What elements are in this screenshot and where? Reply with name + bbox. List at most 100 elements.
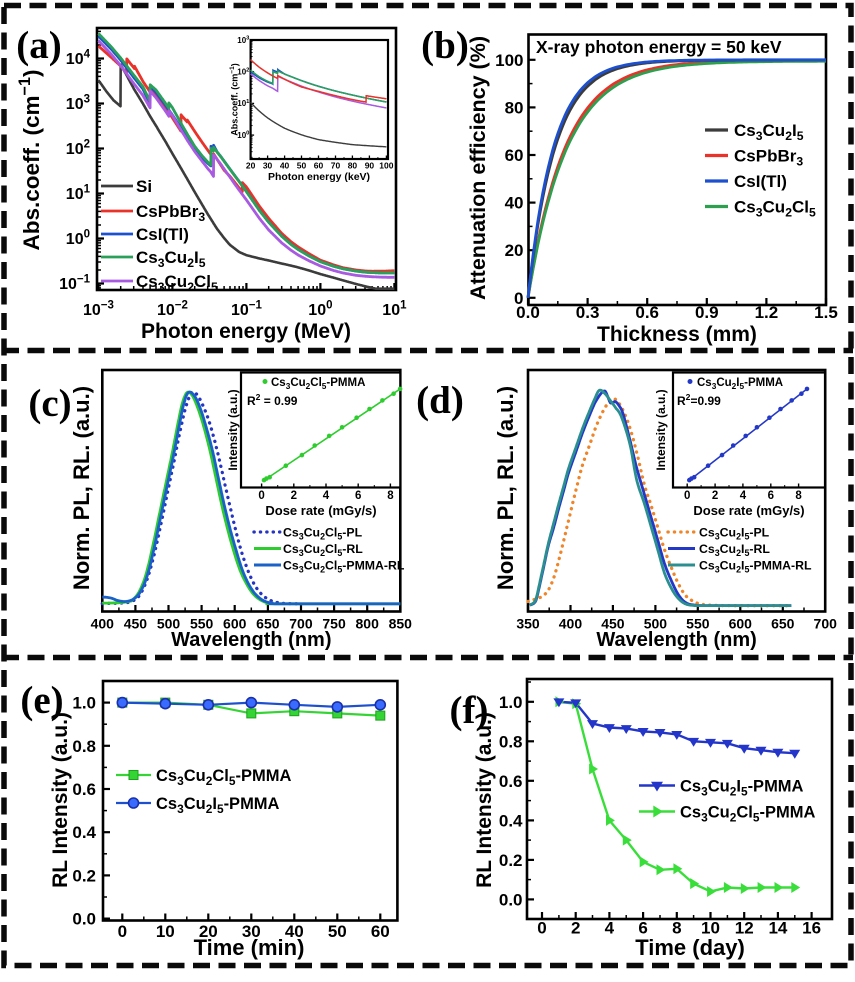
svg-text:Time (min): Time (min) — [194, 935, 305, 960]
svg-text:90: 90 — [365, 161, 375, 171]
svg-text:Cs3Cu2I5-PMMA: Cs3Cu2I5-PMMA — [156, 795, 280, 816]
svg-text:CsPbBr3: CsPbBr3 — [136, 202, 205, 224]
svg-text:650: 650 — [256, 616, 280, 632]
svg-text:Cs3Cu2I5-PL: Cs3Cu2I5-PL — [699, 526, 770, 542]
svg-text:0.4: 0.4 — [499, 811, 523, 830]
svg-text:Cs3Cu2I5-PMMA: Cs3Cu2I5-PMMA — [680, 778, 804, 799]
svg-text:RL Intensity (a.u.): RL Intensity (a.u.) — [49, 712, 72, 888]
svg-text:Dose rate (mGy/s): Dose rate (mGy/s) — [265, 503, 376, 518]
svg-text:0: 0 — [537, 919, 546, 938]
svg-text:2: 2 — [291, 490, 297, 502]
svg-text:(f): (f) — [450, 689, 489, 732]
svg-text:0.2: 0.2 — [72, 866, 96, 885]
svg-text:400: 400 — [91, 616, 115, 632]
svg-text:Cs3Cu2Cl5-PMMA: Cs3Cu2Cl5-PMMA — [156, 767, 291, 788]
svg-text:2: 2 — [571, 919, 580, 938]
svg-text:30: 30 — [263, 161, 273, 171]
svg-text:10: 10 — [156, 922, 175, 941]
svg-text:0.3: 0.3 — [576, 303, 600, 322]
svg-text:Attenuation efficiency (%): Attenuation efficiency (%) — [466, 36, 490, 300]
svg-text:0.9: 0.9 — [695, 303, 719, 322]
svg-text:(a): (a) — [16, 24, 61, 67]
svg-text:CsI(Tl): CsI(Tl) — [734, 172, 787, 191]
svg-text:100: 100 — [495, 51, 523, 70]
svg-text:CsI(Tl): CsI(Tl) — [136, 225, 189, 244]
svg-text:(b): (b) — [421, 24, 469, 67]
svg-text:Cs3Cu2Cl5-RL: Cs3Cu2Cl5-RL — [283, 542, 363, 558]
svg-text:350: 350 — [516, 616, 540, 632]
svg-text:1.5: 1.5 — [814, 303, 838, 322]
svg-text:50: 50 — [297, 161, 307, 171]
svg-text:60: 60 — [371, 922, 390, 941]
svg-text:Thickness (mm): Thickness (mm) — [597, 323, 757, 346]
svg-text:500: 500 — [157, 616, 181, 632]
svg-text:Cs3Cu2Cl5-PMMA: Cs3Cu2Cl5-PMMA — [680, 804, 815, 825]
svg-text:500: 500 — [644, 616, 668, 632]
svg-text:450: 450 — [601, 616, 625, 632]
svg-text:60: 60 — [314, 161, 324, 171]
svg-text:0.4: 0.4 — [72, 823, 96, 842]
svg-text:400: 400 — [559, 616, 583, 632]
svg-text:80: 80 — [505, 98, 524, 117]
svg-text:650: 650 — [771, 616, 795, 632]
svg-text:8: 8 — [387, 490, 394, 502]
svg-text:Cs3Cu2Cl5: Cs3Cu2Cl5 — [734, 198, 816, 220]
svg-text:4: 4 — [740, 490, 747, 502]
svg-text:40: 40 — [280, 161, 290, 171]
svg-text:40: 40 — [285, 922, 304, 941]
svg-text:0.2: 0.2 — [499, 851, 523, 870]
svg-text:100: 100 — [379, 161, 393, 171]
svg-text:8: 8 — [672, 919, 681, 938]
svg-text:850: 850 — [389, 616, 413, 632]
svg-text:0: 0 — [684, 490, 690, 502]
svg-text:0.0: 0.0 — [499, 890, 523, 909]
svg-text:40: 40 — [505, 194, 524, 213]
svg-text:800: 800 — [356, 616, 380, 632]
svg-text:Cs3Cu2I5-PMMA-RL: Cs3Cu2I5-PMMA-RL — [699, 559, 812, 575]
svg-text:Dose rate (mGy/s): Dose rate (mGy/s) — [693, 503, 804, 518]
svg-text:Photon energy (MeV): Photon energy (MeV) — [141, 320, 351, 343]
svg-text:0.6: 0.6 — [635, 303, 659, 322]
svg-text:Cs3Cu2I5-RL: Cs3Cu2I5-RL — [699, 542, 770, 558]
svg-text:20: 20 — [505, 241, 524, 260]
svg-text:6: 6 — [768, 490, 774, 502]
svg-text:0: 0 — [258, 490, 264, 502]
svg-text:Cs3Cu2Cl5: Cs3Cu2Cl5 — [136, 272, 218, 294]
svg-text:1.0: 1.0 — [499, 693, 523, 712]
svg-text:Norm. PL, RL. (a.u.): Norm. PL, RL. (a.u.) — [69, 386, 94, 590]
svg-text:Wavelength (nm): Wavelength (nm) — [596, 629, 756, 651]
svg-text:1.2: 1.2 — [755, 303, 779, 322]
svg-text:Photon energy (keV): Photon energy (keV) — [268, 171, 370, 183]
svg-text:Cs3Cu2I5: Cs3Cu2I5 — [136, 248, 206, 270]
svg-text:Si: Si — [136, 177, 152, 196]
svg-text:(e): (e) — [20, 679, 63, 722]
svg-text:10: 10 — [701, 919, 720, 938]
svg-text:80: 80 — [348, 161, 358, 171]
svg-text:30: 30 — [242, 922, 261, 941]
svg-text:70: 70 — [331, 161, 341, 171]
svg-text:450: 450 — [124, 616, 148, 632]
svg-text:Time (day): Time (day) — [635, 935, 745, 960]
svg-text:1.0: 1.0 — [72, 694, 96, 713]
svg-text:Cs3Cu2I5: Cs3Cu2I5 — [734, 121, 804, 143]
svg-text:600: 600 — [729, 616, 753, 632]
svg-text:(d): (d) — [416, 379, 464, 422]
svg-text:RL Intensity (a.u.): RL Intensity (a.u.) — [473, 712, 496, 888]
svg-text:102: 102 — [237, 67, 249, 76]
svg-text:0.0: 0.0 — [516, 303, 540, 322]
svg-text:Intensity (a.u.): Intensity (a.u.) — [226, 389, 240, 470]
svg-text:8: 8 — [795, 490, 802, 502]
svg-text:0: 0 — [118, 922, 127, 941]
svg-text:R2=0.99: R2=0.99 — [677, 392, 721, 408]
svg-text:103: 103 — [237, 36, 250, 45]
svg-text:0.0: 0.0 — [72, 910, 96, 929]
svg-text:Intensity (a.u.): Intensity (a.u.) — [654, 389, 668, 470]
svg-text:20: 20 — [199, 922, 218, 941]
svg-text:60: 60 — [505, 146, 524, 165]
svg-text:(c): (c) — [28, 382, 71, 425]
svg-text:6: 6 — [638, 919, 647, 938]
svg-text:100: 100 — [237, 131, 249, 140]
svg-text:Abs.coeff. (cm−1): Abs.coeff. (cm−1) — [16, 70, 44, 251]
svg-text:CsPbBr3: CsPbBr3 — [734, 147, 803, 169]
svg-text:0.8: 0.8 — [72, 737, 96, 756]
